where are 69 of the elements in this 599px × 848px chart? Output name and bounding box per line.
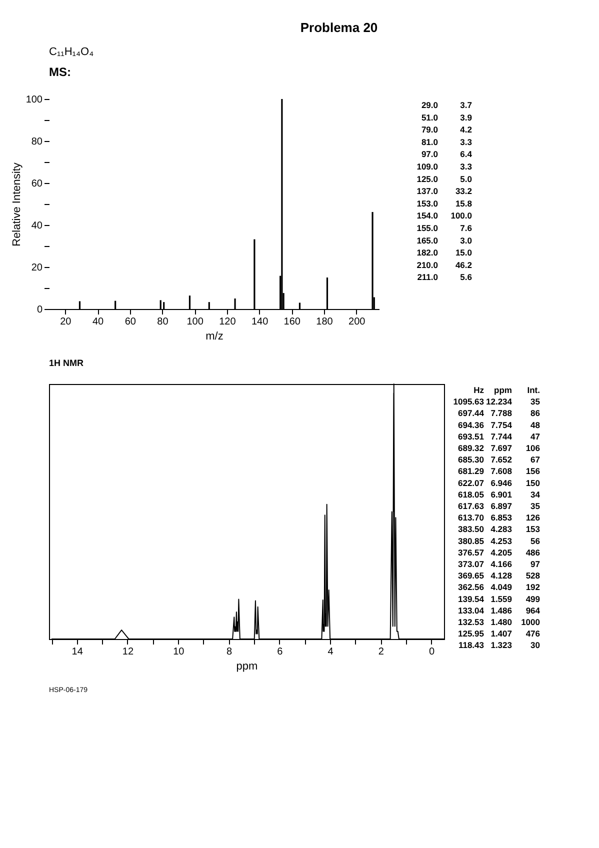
text: 689.32 7.697 106	[458, 443, 540, 453]
text: 29.0 3.7	[421, 100, 472, 110]
text: 380.85 4.253 56	[458, 536, 540, 546]
y-tick-label: 60	[31, 178, 43, 190]
text: 362.56 4.049 192	[458, 582, 540, 592]
x-tick-label: 200	[348, 316, 366, 328]
text: Hz ppm Int.	[474, 385, 540, 395]
text: 622.07 6.946 150	[458, 478, 540, 488]
text: 383.50 4.283 153	[458, 524, 540, 534]
chart-title: 1H NMR	[49, 358, 84, 368]
y-tick-label: 80	[31, 136, 43, 148]
text: 211.0 5.6	[417, 272, 472, 282]
y-tick-label: 100	[26, 94, 43, 106]
text: 369.65 4.128 528	[458, 570, 540, 581]
x-tick-label: 40	[92, 316, 104, 328]
y-tick-label: 40	[31, 220, 43, 232]
y-tick-label: 0	[36, 304, 43, 316]
text: 81.0 3.3	[421, 136, 472, 147]
chart-title: Problema 20	[300, 20, 378, 35]
text: 118.43 1.323 30	[458, 640, 540, 650]
text: 51.0 3.9	[421, 112, 472, 122]
text: 618.05 6.901 34	[458, 489, 540, 500]
x-tick-label: 2	[378, 646, 384, 658]
text: 693.51 7.744 47	[458, 431, 540, 442]
x-tick-label: 160	[284, 316, 301, 328]
text: 697.44 7.788 86	[458, 408, 540, 418]
x-tick-label: 6	[277, 646, 284, 658]
x-tick-label: 14	[72, 646, 84, 658]
x-tick-label: 4	[328, 646, 334, 658]
text: 681.29 7.608 156	[458, 466, 540, 476]
text: 210.0 46.2	[416, 260, 472, 270]
text: 79.0 4.2	[421, 124, 472, 135]
x-tick-label: 100	[186, 316, 204, 328]
text: 155.0 7.6	[416, 223, 472, 233]
text: 617.63 6.897 35	[458, 501, 540, 511]
text: 125.0 5.0	[416, 174, 472, 184]
text: 376.57 4.205 486	[458, 547, 540, 558]
text: 132.53 1.480 1000	[458, 617, 540, 627]
x-tick-label: 8	[226, 646, 232, 658]
x-tick-label: 80	[157, 316, 169, 328]
text: 373.07 4.166 97	[458, 559, 540, 569]
x-tick-label: 140	[251, 316, 269, 328]
x-tick-label: 120	[219, 316, 236, 328]
text: 109.0 3.3	[416, 162, 472, 172]
text: 613.70 6.853 126	[458, 512, 540, 523]
text: 97.0 6.4	[421, 149, 472, 160]
text: MS:	[49, 65, 71, 79]
text: 133.04 1.486 964	[458, 605, 540, 616]
text: 165.0 3.0	[416, 235, 472, 246]
text: 694.36 7.754 48	[458, 420, 540, 430]
text: 137.0 33.2	[416, 186, 472, 196]
text: 685.30 7.652 67	[458, 454, 540, 465]
x-tick-label: 10	[173, 646, 185, 658]
text: 139.54 1.559 499	[458, 594, 540, 604]
text: 153.0 15.8	[416, 198, 472, 208]
y-axis-title: Relative Intensity	[10, 162, 23, 246]
x-tick-label: 20	[60, 316, 72, 328]
text: 182.0 15.0	[416, 248, 472, 258]
x-tick-label: 180	[316, 316, 334, 328]
x-tick-label: 60	[124, 316, 136, 328]
chart-subtitle: C₁₁H₁₄O₄	[49, 46, 94, 58]
text: 125.95 1.407 476	[458, 628, 540, 639]
y-tick-label: 20	[31, 262, 43, 274]
text: 1095.63 12.234 35	[453, 396, 540, 407]
x-axis-title: ppm	[236, 660, 258, 672]
text: 154.0 100.0	[416, 210, 472, 221]
x-tick-label: 12	[122, 646, 134, 658]
x-tick-label: 0	[429, 646, 436, 658]
x-axis-title: m/z	[206, 330, 224, 342]
